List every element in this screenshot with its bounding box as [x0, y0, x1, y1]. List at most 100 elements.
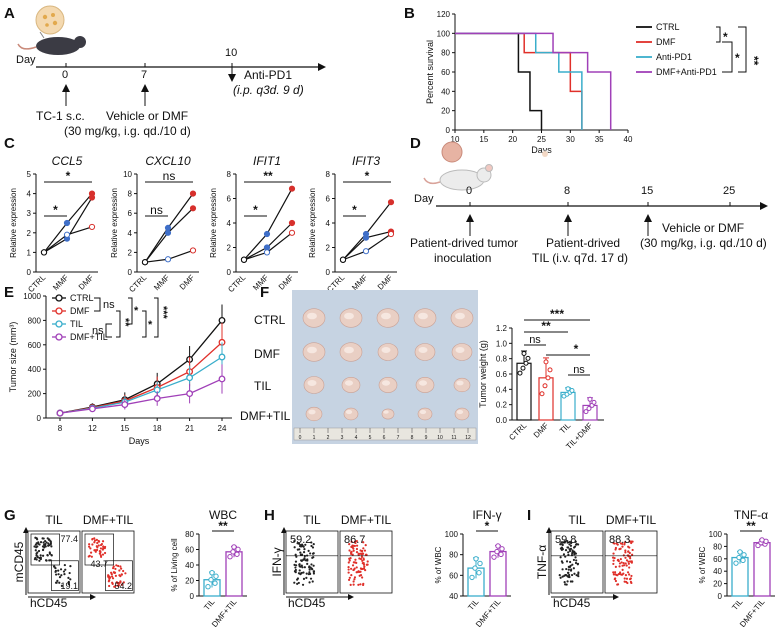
flow-event-dot — [311, 568, 314, 571]
flow-event-dot — [99, 547, 103, 550]
weight-sig: ns — [573, 364, 585, 376]
flow-event-dot — [306, 562, 309, 566]
tumor-x-label: Days — [129, 436, 150, 446]
gene-y-tick-label: 6 — [128, 209, 133, 218]
tumor-highlight — [381, 312, 391, 320]
flow-event-dot — [304, 543, 307, 546]
flow-event-dot — [311, 546, 315, 549]
tumor-y-tick-label: 600 — [28, 341, 42, 350]
flow-event-dot — [58, 581, 61, 584]
flow-event-dot — [312, 572, 316, 575]
bar-y-label: % of WBC — [434, 546, 443, 583]
gene-point — [339, 256, 347, 263]
ruler-tick-label: 10 — [437, 435, 443, 441]
timeline-a-tick-10: 10 — [225, 47, 237, 59]
flow-event-dot — [352, 549, 355, 552]
tumor-specimen — [417, 407, 433, 421]
survival-y-tick-label: 40 — [441, 87, 450, 96]
flow-title: DMF+TIL — [83, 513, 134, 527]
flow-event-dot — [48, 538, 51, 541]
flow-event-dot — [62, 570, 66, 573]
flow-event-dot — [305, 572, 308, 575]
flow-event-dot — [312, 543, 315, 546]
flow-event-dot — [616, 583, 620, 586]
flow-event-dot — [118, 569, 121, 572]
timeline-d-event-0-line2: inoculation — [434, 251, 491, 265]
flow-event-dot — [91, 537, 94, 541]
flow-event-dot — [312, 570, 315, 573]
flow-event-dot — [35, 542, 38, 545]
weight-sig: *** — [550, 307, 564, 321]
weight-y-tick-label: 0.0 — [496, 416, 508, 425]
tumor-legend-label: DMF — [70, 306, 90, 316]
tumor-highlight — [308, 409, 316, 415]
flow-event-dot — [311, 552, 315, 555]
flow-event-dot — [622, 561, 625, 565]
bar-point — [208, 577, 214, 583]
flow-event-dot — [573, 553, 576, 556]
flow-event-dot — [567, 575, 571, 579]
flow-event-dot — [613, 556, 616, 560]
bar-rect — [753, 542, 771, 597]
bar-y-tick-label: 100 — [709, 530, 723, 539]
bar-point — [733, 560, 739, 566]
flow-event-dot — [309, 572, 312, 576]
weight-sig: ** — [541, 319, 551, 333]
flow-event-dot — [572, 558, 576, 562]
bar-point — [498, 551, 504, 558]
flow-event-dot — [39, 541, 43, 544]
tumor-sig-bracket — [142, 310, 147, 338]
bar-point — [234, 551, 240, 557]
flow-event-dot — [300, 543, 304, 546]
flow-event-dot — [50, 553, 53, 557]
flow-event-dot — [623, 541, 627, 544]
flow-event-dot — [617, 572, 620, 576]
timeline-d-event-0-line1: Patient-drived tumor — [410, 236, 518, 250]
ruler-tick-label: 6 — [383, 435, 386, 441]
bar-point — [737, 549, 743, 555]
flow-event-dot — [352, 547, 355, 550]
flow-event-dot — [44, 559, 48, 562]
flow-event-dot — [361, 559, 364, 562]
survival-line-dmf-anti-pd1 — [455, 32, 612, 130]
flow-event-dot — [565, 560, 569, 563]
flow-event-dot — [58, 576, 62, 579]
flow-event-dot — [54, 581, 58, 584]
weight-point — [587, 396, 593, 402]
bar-y-tick-label: 40 — [713, 567, 722, 576]
gene-point — [88, 223, 96, 231]
gene-point — [63, 219, 71, 227]
flow-event-dot — [64, 568, 67, 571]
bar-y-tick-label: 60 — [713, 555, 722, 564]
survival-line-ctrl — [455, 32, 543, 130]
survival-y-tick-label: 120 — [437, 10, 451, 19]
survival-legend-label: DMF — [656, 37, 676, 47]
weight-sig: * — [574, 342, 579, 356]
tumor-point — [186, 390, 194, 398]
flow-event-dot — [295, 564, 298, 567]
flow-event-dot — [312, 564, 315, 567]
survival-legend-label: Anti-PD1 — [656, 52, 692, 62]
flow-event-dot — [108, 579, 111, 582]
timeline-a-event-7-line1: Vehicle or DMF — [106, 109, 188, 123]
flow-event-dot — [354, 558, 357, 561]
flow-event-dot — [365, 563, 368, 566]
flow-event-dot — [347, 565, 350, 569]
flow-event-dot — [624, 551, 627, 554]
flow-event-dot — [47, 542, 50, 545]
bar-y-tick-label: 20 — [185, 577, 194, 586]
gene-y-label: Relative expression — [9, 188, 18, 258]
flow-event-dot — [572, 546, 576, 549]
flow-event-dot — [568, 548, 571, 551]
flow-gate-value: 77.4 — [60, 534, 78, 544]
flow-event-dot — [310, 544, 313, 548]
flow-event-dot — [95, 538, 98, 541]
survival-sig: * — [735, 51, 740, 65]
flow-event-dot — [115, 581, 118, 584]
flow-gate-value: 43.7 — [90, 559, 108, 569]
timeline-d-arrowhead — [760, 202, 768, 210]
flow-event-dot — [39, 554, 42, 557]
flow-event-dot — [93, 549, 96, 552]
flow-event-dot — [570, 573, 574, 577]
gene-point — [387, 230, 395, 238]
